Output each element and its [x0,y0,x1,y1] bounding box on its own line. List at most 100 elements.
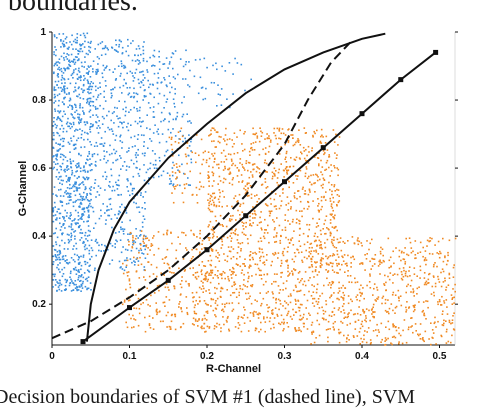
orange-point [327,284,330,286]
orange-point [341,255,343,258]
orange-point [201,163,203,166]
orange-point [214,292,216,295]
blue-point [59,69,61,71]
blue-point [145,235,147,238]
orange-point [260,274,263,276]
orange-point [427,282,429,284]
blue-point [65,215,68,217]
orange-point [401,342,404,345]
blue-point [60,120,63,123]
blue-point [71,169,73,172]
orange-point [284,300,286,303]
blue-point [76,56,78,58]
orange-point [270,264,272,267]
orange-point [374,254,377,256]
blue-point [133,135,136,138]
blue-point [118,184,120,187]
orange-point [219,290,222,293]
orange-point [313,297,316,300]
blue-point [206,66,208,69]
orange-point [239,162,241,164]
orange-point [122,272,125,275]
blue-point [152,84,154,86]
orange-point [280,235,282,238]
orange-point [260,278,263,280]
blue-point [52,210,54,213]
orange-point [312,330,315,333]
orange-point [195,291,198,294]
blue-point [68,194,71,197]
orange-point [383,283,385,285]
blue-point [129,96,132,98]
orange-point [147,247,149,249]
orange-point [431,329,434,331]
blue-point [84,186,87,188]
orange-point [254,212,256,215]
orange-point [240,330,243,333]
blue-point [171,86,173,89]
orange-point [128,279,131,282]
orange-point [410,251,413,254]
orange-point [213,161,216,163]
orange-point [356,294,359,296]
blue-point [70,74,73,77]
orange-point [211,269,214,272]
orange-point [377,296,380,298]
blue-point [75,128,77,131]
blue-point [127,122,129,125]
blue-point [55,142,57,144]
orange-point [222,138,225,140]
blue-point [130,136,132,139]
orange-point [301,278,303,280]
blue-point [152,176,155,179]
orange-point [234,164,237,167]
blue-point [84,285,87,288]
orange-point [249,264,251,267]
orange-point [247,271,249,274]
orange-point [251,285,253,288]
blue-point [81,215,83,218]
orange-point [410,291,412,293]
blue-point [95,121,98,124]
orange-point [361,325,364,328]
blue-point [86,199,89,201]
orange-point [212,166,214,169]
orange-point [437,275,439,278]
orange-point [261,251,264,254]
boundary-marker [204,247,210,253]
blue-point [137,260,140,262]
orange-point [367,327,370,329]
orange-point [290,200,292,202]
blue-point [172,53,175,55]
blue-point [71,220,74,222]
blue-point [133,77,136,79]
orange-point [278,292,281,294]
orange-point [250,302,253,305]
orange-point [293,314,295,316]
orange-point [419,333,421,336]
blue-point [57,254,59,256]
orange-point [392,324,394,326]
orange-point [443,302,446,304]
blue-point [101,243,103,246]
blue-point [70,232,72,235]
orange-point [231,310,234,312]
orange-point [384,298,387,301]
blue-point [81,214,84,216]
orange-point [213,204,215,207]
orange-point [298,222,301,225]
blue-point [109,203,112,206]
blue-point [74,230,77,232]
blue-point [132,241,134,243]
orange-point [319,247,321,249]
orange-point [330,203,333,205]
orange-point [287,246,289,248]
orange-point [213,203,216,206]
blue-point [134,54,136,57]
orange-point [232,256,235,258]
orange-point [337,168,340,171]
blue-point [81,287,84,289]
blue-point [189,69,191,72]
blue-point [113,189,116,192]
orange-point [434,244,436,246]
